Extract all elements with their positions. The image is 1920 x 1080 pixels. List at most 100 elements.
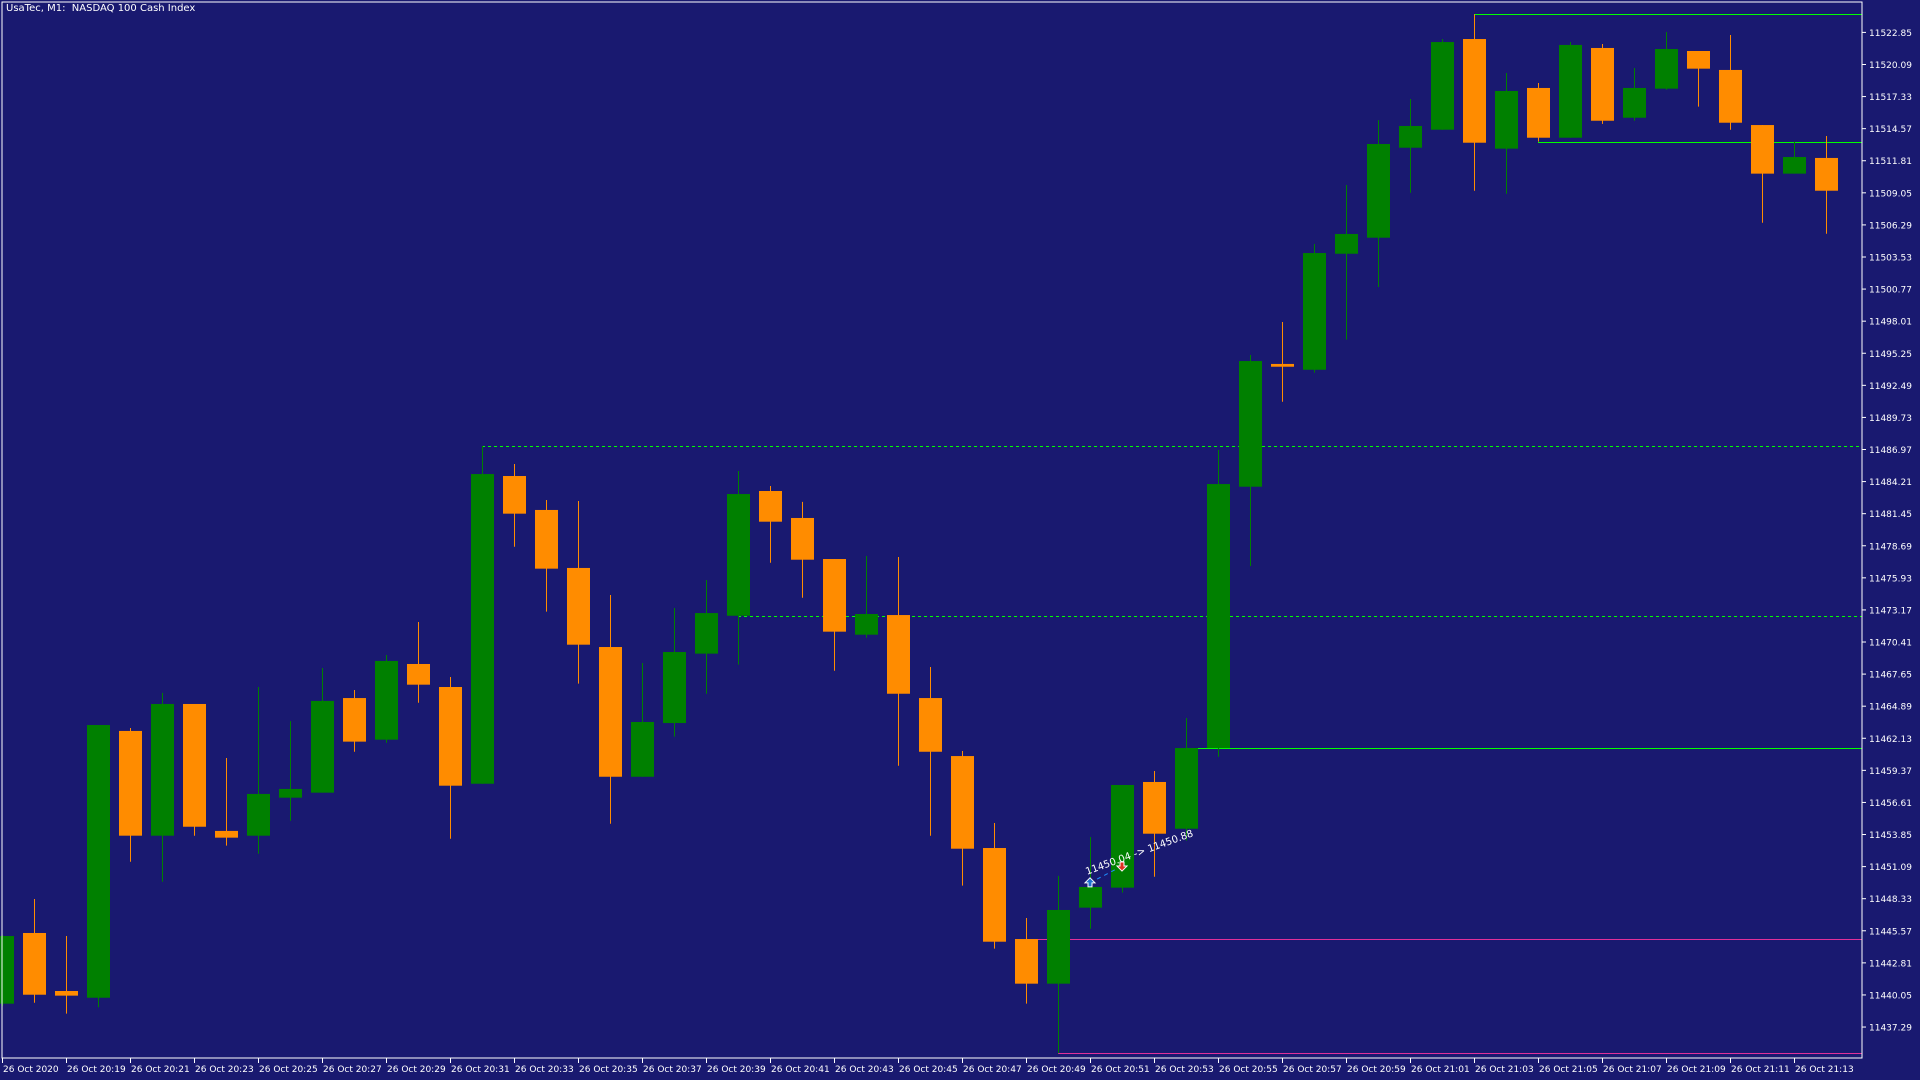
bull-candle-body [279, 788, 302, 798]
level-lines [482, 14, 1862, 1054]
candle [439, 677, 462, 839]
bear-candle-body [599, 647, 622, 777]
bull-candle-body [1207, 484, 1230, 749]
time-tick-label: 26 Oct 20:47 [963, 1065, 1022, 1075]
candle [1207, 449, 1230, 757]
bull-candle-body [631, 721, 654, 777]
candle [1463, 14, 1486, 191]
bull-candle-body [1239, 361, 1262, 487]
bull-candle-body [855, 613, 878, 635]
time-axis[interactable]: 26 Oct 2020 26 Oct 20:19 26 Oct 20:21 26 Oc… [2, 1058, 1854, 1075]
price-tick-label: 11481.45 [1869, 510, 1912, 520]
price-tick-label: 11509.05 [1869, 189, 1912, 199]
candle [695, 579, 718, 694]
candle [823, 559, 846, 671]
bull-candle-body [247, 793, 270, 836]
candle [759, 486, 782, 563]
bear-candle-body [535, 509, 558, 569]
candle [247, 687, 270, 854]
time-tick-label: 26 Oct 21:13 [1795, 1065, 1854, 1075]
bear-candle-body [887, 615, 910, 694]
time-tick-label: 26 Oct 21:07 [1603, 1065, 1662, 1075]
candle [87, 725, 110, 1008]
candle [951, 751, 974, 886]
candle [855, 555, 878, 638]
candle [503, 464, 526, 547]
time-tick-label: 26 Oct 20:57 [1283, 1065, 1342, 1075]
bull-candle-body [695, 613, 718, 654]
time-tick-label: 26 Oct 20:45 [899, 1065, 958, 1075]
plot-border [1, 1, 1863, 1059]
candle [983, 823, 1006, 949]
time-tick-label: 26 Oct 20:33 [515, 1065, 574, 1075]
price-tick-label: 11456.61 [1869, 799, 1912, 809]
time-tick-label: 26 Oct 20:41 [771, 1065, 830, 1075]
bear-candle-body [1527, 87, 1550, 138]
bull-candle-body [471, 474, 494, 784]
time-tick-label: 26 Oct 21:03 [1475, 1065, 1534, 1075]
price-tick-label: 11470.41 [1869, 639, 1912, 649]
candle [1047, 875, 1070, 1054]
time-tick-label: 26 Oct 20:59 [1347, 1065, 1406, 1075]
price-axis[interactable]: 11522.85 11520.09 11517.33 11514.57 11511.81… [1862, 29, 1912, 1034]
price-tick-label: 11440.05 [1869, 991, 1912, 1001]
price-tick-label: 11506.29 [1869, 221, 1912, 231]
bear-candle-body [823, 559, 846, 632]
candle [727, 471, 750, 665]
candle [119, 728, 142, 862]
candle [1751, 125, 1774, 223]
bull-candle-body [0, 936, 14, 1004]
price-tick-label: 11467.65 [1869, 671, 1912, 681]
candle [887, 557, 910, 766]
price-tick-label: 11500.77 [1869, 286, 1912, 296]
bull-candle-body [663, 652, 686, 724]
candle [55, 936, 78, 1014]
bull-candle-body [311, 700, 334, 793]
time-tick-label: 26 Oct 20:29 [387, 1065, 446, 1075]
candle [1335, 185, 1358, 340]
price-tick-label: 11473.17 [1869, 606, 1912, 616]
candle [1527, 82, 1550, 142]
bear-candle-body [1751, 125, 1774, 174]
time-tick-label: 26 Oct 20:27 [323, 1065, 382, 1075]
bear-candle-body [1271, 363, 1294, 367]
time-tick-label: 26 Oct 20:53 [1155, 1065, 1214, 1075]
candle [1015, 917, 1038, 1004]
time-tick-label: 26 Oct 20:21 [131, 1065, 190, 1075]
price-tick-label: 11489.73 [1869, 414, 1912, 424]
price-tick-label: 11520.09 [1869, 61, 1912, 71]
candle [1367, 120, 1390, 287]
bull-candle-body [87, 725, 110, 998]
price-tick-label: 11517.33 [1869, 93, 1912, 103]
price-tick-label: 11442.81 [1869, 959, 1912, 969]
bull-candle-body [1623, 87, 1646, 118]
time-tick-label: 26 Oct 21:11 [1731, 1065, 1790, 1075]
bear-candle-body [119, 730, 142, 836]
bear-candle-body [919, 698, 942, 752]
time-tick-label: 26 Oct 20:25 [259, 1065, 318, 1075]
candle [471, 445, 494, 784]
bear-candle-body [407, 663, 430, 685]
price-tick-label: 11514.57 [1869, 125, 1912, 135]
candle [1719, 34, 1742, 130]
price-tick-label: 11451.09 [1869, 863, 1912, 873]
bull-candle-body [375, 660, 398, 740]
time-tick-label: 26 Oct 20:37 [643, 1065, 702, 1075]
bull-candle-body [1399, 125, 1422, 148]
time-tick-label: 26 Oct 20:43 [835, 1065, 894, 1075]
candle [407, 622, 430, 703]
price-tick-label: 11478.69 [1869, 542, 1912, 552]
candle [1655, 32, 1678, 90]
price-tick-label: 11522.85 [1869, 29, 1912, 39]
candle [1111, 785, 1134, 893]
time-tick-label: 26 Oct 21:09 [1667, 1065, 1726, 1075]
bull-candle-body [1303, 253, 1326, 370]
candle [1175, 718, 1198, 841]
bull-candle-body [727, 494, 750, 616]
bull-candle-body [1783, 157, 1806, 174]
price-tick-label: 11492.49 [1869, 382, 1912, 392]
candle [567, 501, 590, 684]
candle [151, 692, 174, 882]
candle [311, 667, 334, 793]
